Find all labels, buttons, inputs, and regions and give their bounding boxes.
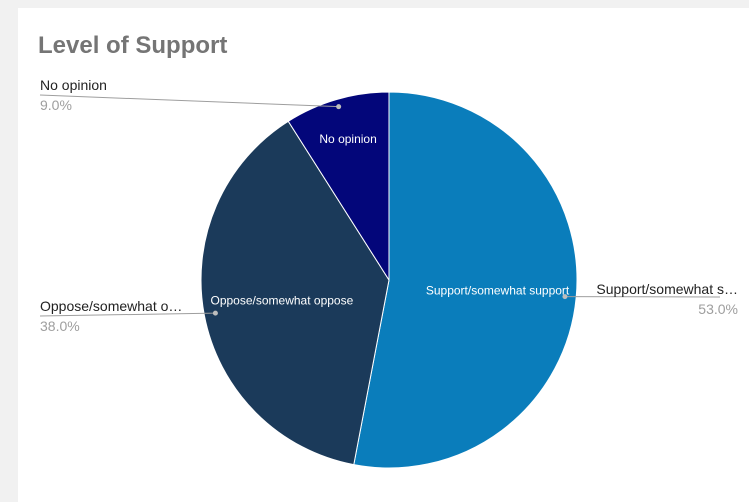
- chart-title: Level of Support: [38, 32, 228, 59]
- slice-inner-label: Support/somewhat support: [426, 283, 570, 297]
- callout-dot: [212, 310, 218, 316]
- callout-dot: [336, 104, 342, 110]
- pie-slice-3[interactable]: [287, 91, 390, 282]
- slice-percent-label: 9.0%: [40, 97, 72, 113]
- slice-outer-label: Support/somewhat s…: [596, 281, 738, 297]
- callout-line: [39, 312, 216, 317]
- slice-percent-label: 38.0%: [40, 318, 80, 334]
- callout-dot: [562, 294, 568, 300]
- pie-slice-1[interactable]: [353, 91, 578, 469]
- slice-outer-label: Oppose/somewhat o…: [40, 298, 182, 314]
- slice-outer-label: No opinion: [40, 77, 107, 93]
- callout-line: [39, 94, 339, 108]
- slice-percent-label: 53.0%: [698, 301, 738, 317]
- slice-inner-label: No opinion: [319, 132, 376, 146]
- pie-slice-2[interactable]: [200, 120, 390, 466]
- slice-inner-label: Oppose/somewhat oppose: [211, 293, 354, 307]
